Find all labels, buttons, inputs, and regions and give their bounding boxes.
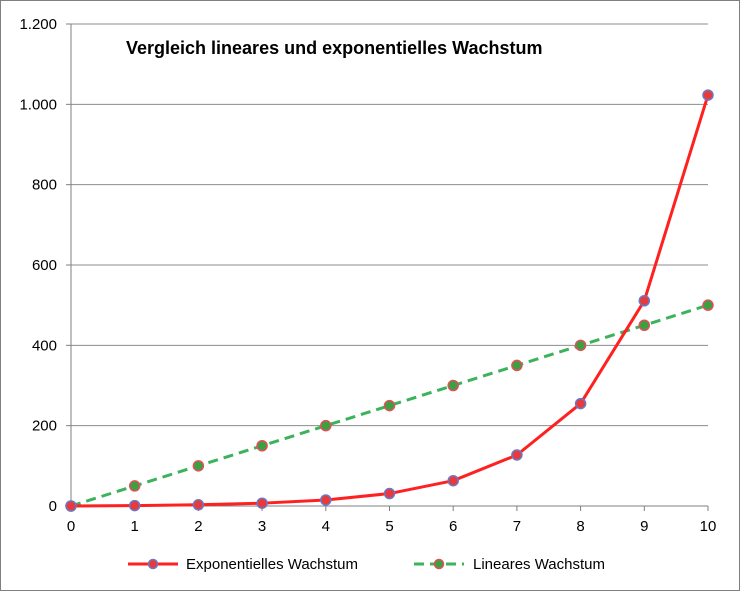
x-tick-label: 3 <box>258 518 266 535</box>
y-tick-label: 400 <box>32 337 57 354</box>
y-tick-label: 600 <box>32 257 57 274</box>
x-tick-label: 10 <box>700 518 717 535</box>
legend-marker-lineares-wachstum <box>433 558 445 570</box>
data-point-exponentielles-wachstum <box>320 494 332 506</box>
data-point-lineares-wachstum <box>447 379 459 392</box>
gridlines <box>71 23 708 427</box>
series-exponentielles-wachstum <box>65 89 714 512</box>
y-tick-label: 0 <box>49 498 57 515</box>
x-tick-label: 4 <box>322 518 330 535</box>
x-tick-label: 2 <box>194 518 202 535</box>
data-point-lineares-wachstum <box>638 319 651 331</box>
data-point-exponentielles-wachstum <box>256 497 268 509</box>
x-tick-label: 5 <box>385 518 393 535</box>
legend-item-lineares-wachstum: Lineares Wachstum <box>414 556 605 573</box>
data-point-exponentielles-wachstum <box>702 89 714 101</box>
y-tick-label: 1.200 <box>19 16 57 33</box>
axes <box>66 23 709 511</box>
data-point-lineares-wachstum <box>192 460 205 472</box>
data-point-lineares-wachstum <box>320 419 332 432</box>
series-layer <box>65 89 714 512</box>
x-tick-label: 7 <box>513 518 521 535</box>
data-point-exponentielles-wachstum <box>447 474 459 487</box>
data-point-exponentielles-wachstum <box>192 499 205 511</box>
data-point-lineares-wachstum <box>256 440 268 452</box>
data-point-lineares-wachstum <box>383 399 396 412</box>
y-tick-label: 200 <box>32 418 57 435</box>
data-point-lineares-wachstum <box>511 359 523 372</box>
data-point-exponentielles-wachstum <box>574 397 587 410</box>
tick-labels: 0 200 400 600 800 1.000 1.200 0 1 2 3 4 5 6 7 8 9 10 <box>19 16 716 535</box>
legend-item-exponentielles-wachstum: Exponentielles Wachstum <box>128 556 358 573</box>
x-tick-label: 6 <box>449 518 457 535</box>
y-tick-label: 1.000 <box>19 96 57 113</box>
y-tick-label: 800 <box>32 177 57 194</box>
legend-label-lineares-wachstum: Lineares Wachstum <box>473 556 605 573</box>
x-tick-label: 1 <box>131 518 139 535</box>
data-point-exponentielles-wachstum <box>65 500 77 512</box>
legend-marker-exponentielles-wachstum <box>147 558 159 570</box>
data-point-lineares-wachstum <box>128 480 141 492</box>
x-tick-label: 0 <box>67 518 75 535</box>
x-tick-label: 9 <box>640 518 648 535</box>
series-lineares-wachstum <box>65 299 714 512</box>
data-point-lineares-wachstum <box>574 339 587 352</box>
legend: Exponentielles Wachstum Lineares Wachstum <box>128 556 605 573</box>
x-tick-label: 8 <box>576 518 584 535</box>
data-point-exponentielles-wachstum <box>511 449 523 461</box>
chart-title: Vergleich lineares und exponentielles Wa… <box>126 38 542 58</box>
series-line-exponentielles-wachstum <box>70 94 710 508</box>
data-point-exponentielles-wachstum <box>638 294 651 307</box>
data-point-exponentielles-wachstum <box>383 487 396 500</box>
legend-label-exponentielles-wachstum: Exponentielles Wachstum <box>186 556 358 573</box>
data-point-lineares-wachstum <box>702 299 714 311</box>
data-point-exponentielles-wachstum <box>128 499 141 512</box>
